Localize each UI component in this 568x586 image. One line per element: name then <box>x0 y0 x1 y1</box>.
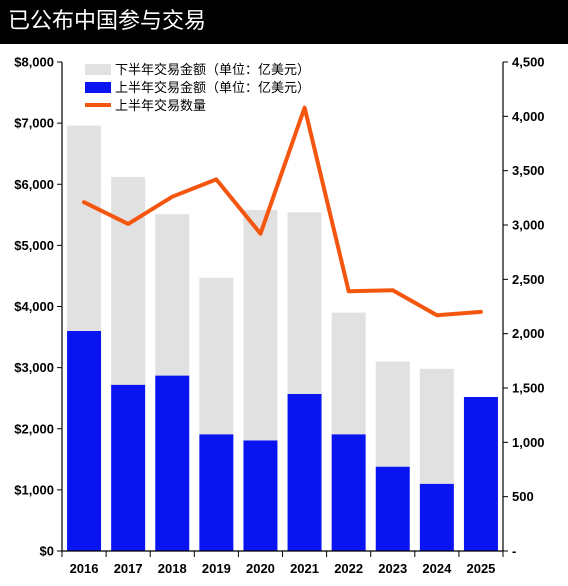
y-right-tick-label: 4,500 <box>512 55 545 70</box>
x-tick-label: 2022 <box>334 561 363 576</box>
y-left-tick-label: $8,000 <box>14 55 54 70</box>
bars-layer <box>67 125 498 551</box>
bar-s1-2019 <box>199 277 234 435</box>
bar-s1-2017 <box>111 176 146 385</box>
bar-s0-2022 <box>331 434 366 551</box>
line-point-2025 <box>480 311 482 313</box>
x-tick-label: 2024 <box>422 561 452 576</box>
y-right-tick-label: 4,000 <box>512 109 545 124</box>
line-point-2019 <box>215 178 217 180</box>
bar-s1-2018 <box>155 214 190 376</box>
x-tick-label: 2020 <box>246 561 275 576</box>
bar-s0-2021 <box>287 393 322 551</box>
bar-s0-2016 <box>67 330 102 551</box>
y-right-tick-label: 3,500 <box>512 163 545 178</box>
y-left-tick-label: $7,000 <box>14 116 54 131</box>
y-left-tick-label: $5,000 <box>14 238 54 253</box>
legend-label-2: 上半年交易数量 <box>115 98 206 114</box>
x-tick-label: 2021 <box>290 561 319 576</box>
y-left-tick-label: $4,000 <box>14 299 54 314</box>
legend-swatch-1 <box>85 64 111 75</box>
x-tick-label: 2023 <box>378 561 407 576</box>
legend-swatch-0 <box>85 82 111 93</box>
y-right-tick-label: 1,000 <box>512 435 545 450</box>
line-layer <box>82 105 483 318</box>
y-right-tick-label: 2,000 <box>512 326 545 341</box>
bar-s0-2017 <box>111 384 146 551</box>
line-point-2016 <box>83 201 85 203</box>
y-left-tick-label: $0 <box>40 544 54 559</box>
bar-s0-2019 <box>199 434 234 551</box>
legend-label-0: 上半年交易金额（单位：亿美元） <box>115 80 310 96</box>
line-point-2021 <box>304 107 306 109</box>
y-right-tick-label: 3,000 <box>512 218 545 233</box>
bar-s0-2023 <box>375 466 410 551</box>
y-right-tick-label: 500 <box>512 489 534 504</box>
bar-s1-2022 <box>331 312 366 435</box>
y-right-tick-label: 1,500 <box>512 381 545 396</box>
y-left-tick-label: $6,000 <box>14 177 54 192</box>
x-tick-label: 2017 <box>114 561 143 576</box>
line-point-2020 <box>259 233 261 235</box>
bar-s1-2021 <box>287 212 322 394</box>
y-left-tick-label: $3,000 <box>14 360 54 375</box>
y-left-tick-label: $1,000 <box>14 482 54 497</box>
y-right-tick-label: 2,500 <box>512 272 545 287</box>
bar-s0-2018 <box>155 375 190 551</box>
title-bar: 已公布中国参与交易 <box>0 0 568 44</box>
line-point-2017 <box>127 223 129 225</box>
legend-label-1: 下半年交易金额（单位：亿美元） <box>115 62 310 78</box>
x-tick-label: 2016 <box>70 561 99 576</box>
x-tick-label: 2018 <box>158 561 187 576</box>
bar-s0-2024 <box>419 483 454 551</box>
y-right-tick-label: - <box>512 544 516 559</box>
x-tick-label: 2019 <box>202 561 231 576</box>
y-left-tick-label: $2,000 <box>14 421 54 436</box>
bar-s0-2025 <box>463 396 498 551</box>
chart-title: 已公布中国参与交易 <box>8 9 207 34</box>
line-point-2018 <box>171 196 173 198</box>
line-point-2022 <box>348 290 350 292</box>
line-series-2 <box>82 105 483 318</box>
legend: 下半年交易金额（单位：亿美元） 上半年交易金额（单位：亿美元） 上半年交易数量 <box>85 62 310 114</box>
bar-s1-2016 <box>67 125 102 331</box>
line-point-2023 <box>392 289 394 291</box>
x-tick-label: 2025 <box>466 561 495 576</box>
line-point-2024 <box>436 314 438 316</box>
axes-layer: $0 $1,000 $2,000 $3,000 $4,000 $5,000 $6,000 $7… <box>14 55 544 577</box>
bar-s1-2023 <box>375 361 410 467</box>
bar-s0-2020 <box>243 440 278 551</box>
bar-s1-2024 <box>419 368 454 484</box>
bar-s1-2020 <box>243 209 278 441</box>
